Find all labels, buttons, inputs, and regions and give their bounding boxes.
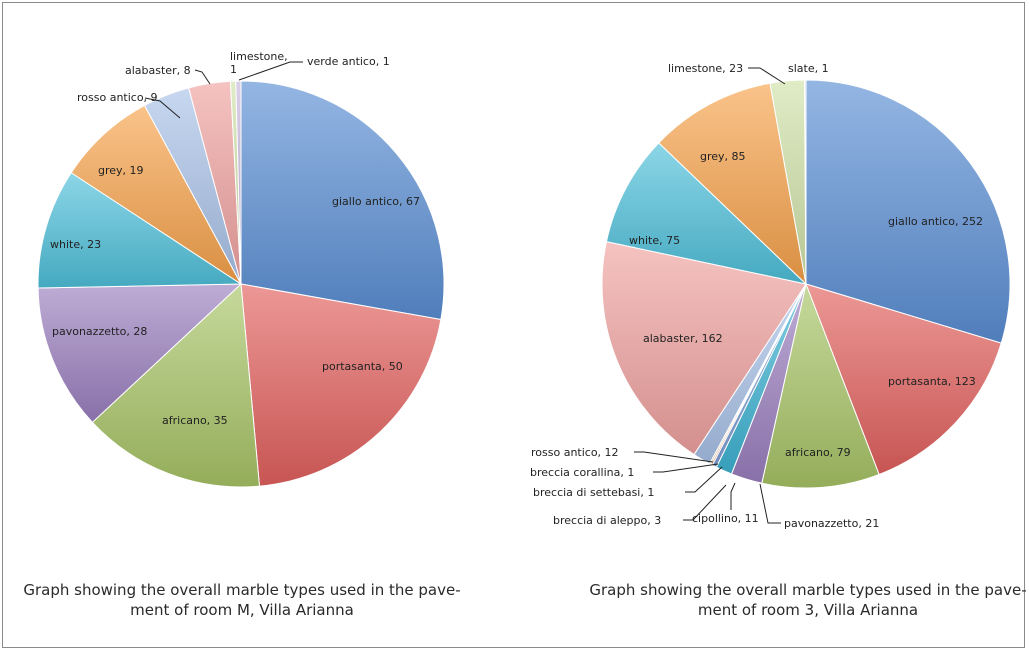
slice-label-breccia-corallina: breccia corallina, 1 xyxy=(530,466,634,479)
slice-giallo-antico xyxy=(240,80,445,321)
slice-label-alabaster: alabaster, 162 xyxy=(643,332,723,345)
slice-white xyxy=(605,142,808,285)
slice-grey xyxy=(658,82,807,286)
slice-label-slate: slate, 1 xyxy=(788,62,829,75)
leader-line-breccia-di-settebasi xyxy=(685,466,723,493)
slice-slate xyxy=(803,79,807,285)
slice-africano xyxy=(91,282,261,488)
slice-label-africano: africano, 79 xyxy=(785,446,851,459)
pie-chart-room-m: giallo antico, 67 portasanta, 50 africano,… xyxy=(37,50,445,488)
slice-label-cipollino: cipollino, 11 xyxy=(692,512,759,525)
leader-line-pavonazzetto xyxy=(759,483,781,524)
leader-line-rosso-antico xyxy=(634,451,714,463)
slice-white xyxy=(37,172,243,289)
slice-label-alabaster: alabaster, 8 xyxy=(125,64,191,77)
caption-room-m: Graph showing the overall marble types u… xyxy=(23,581,461,619)
leader-line-breccia-di-aleppo xyxy=(683,484,727,521)
slice-label-giallo-antico: giallo antico, 252 xyxy=(888,215,983,228)
pie-chart-room-3: giallo antico, 252 portasanta, 123 african… xyxy=(530,62,1011,530)
slice-label-limestone: limestone, 23 xyxy=(668,62,743,75)
slice-label-giallo-antico: giallo antico, 67 xyxy=(332,195,420,208)
slice-grey xyxy=(70,104,242,285)
slice-label-limestone: limestone, 1 xyxy=(230,50,288,76)
leader-line-alabaster xyxy=(194,69,211,85)
slice-label-verde-antico: verde antico, 1 xyxy=(307,55,390,68)
leader-line-breccia-corallina xyxy=(653,463,719,473)
slice-alabaster xyxy=(601,241,807,456)
leader-line-rosso-antico xyxy=(144,97,181,119)
slice-label-white: white, 23 xyxy=(50,238,101,251)
slice-africano xyxy=(761,282,880,489)
slice-portasanta xyxy=(805,283,1002,476)
slice-label-pavonazzetto: pavonazzetto, 21 xyxy=(784,517,879,530)
slice-label-breccia-di-settebasi: breccia di settebasi, 1 xyxy=(533,486,654,499)
slice-portasanta xyxy=(240,283,442,487)
slice-pavonazzetto xyxy=(37,283,243,424)
slice-label-grey: grey, 19 xyxy=(98,164,144,177)
slice-label-breccia-di-aleppo: breccia di aleppo, 3 xyxy=(553,514,661,527)
slice-giallo-antico xyxy=(805,79,1011,344)
leader-line-cipollino xyxy=(730,482,736,510)
slice-label-white: white, 75 xyxy=(629,234,680,247)
slice-label-rosso-antico: rosso antico, 12 xyxy=(531,446,619,459)
slice-label-pavonazzetto: pavonazzetto, 28 xyxy=(52,325,147,338)
caption-room-3: Graph showing the overall marble types u… xyxy=(589,581,1027,619)
slice-verde-antico xyxy=(235,80,242,285)
leader-line-verde-antico xyxy=(238,61,303,81)
slice-label-africano: africano, 35 xyxy=(162,414,228,427)
leader-line-limestone xyxy=(748,67,786,85)
slice-label-grey: grey, 85 xyxy=(700,150,746,163)
slice-label-portasanta: portasanta, 123 xyxy=(888,375,976,388)
slice-label-portasanta: portasanta, 50 xyxy=(322,360,403,373)
slice-label-rosso-antico: rosso antico, 9 xyxy=(77,91,158,104)
